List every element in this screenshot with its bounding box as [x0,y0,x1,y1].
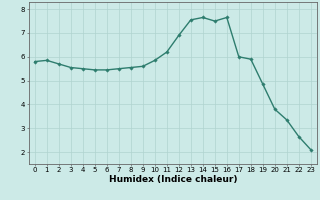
X-axis label: Humidex (Indice chaleur): Humidex (Indice chaleur) [108,175,237,184]
